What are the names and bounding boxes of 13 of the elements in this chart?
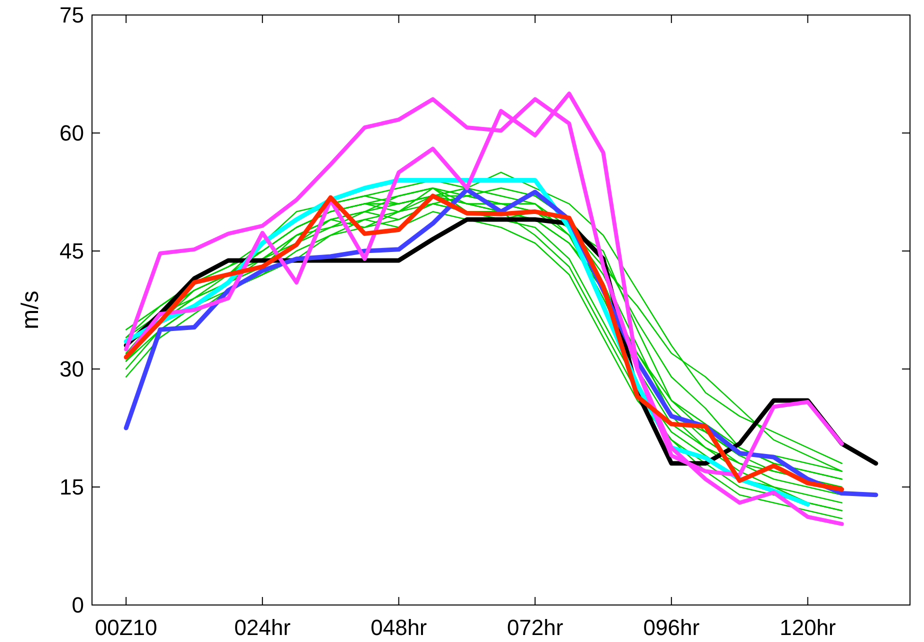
x-tick-label: 096hr xyxy=(643,615,700,640)
y-tick-label: 15 xyxy=(60,474,84,500)
x-tick-label: 072hr xyxy=(506,615,564,640)
y-axis-title: m/s xyxy=(17,290,44,330)
y-tick-label: 30 xyxy=(60,356,84,382)
x-tick-label: 024hr xyxy=(234,615,291,640)
y-tick-label: 45 xyxy=(60,238,84,264)
x-tick-label: 00Z10 xyxy=(94,615,158,640)
x-tick-label: 120hr xyxy=(780,615,836,640)
y-tick-label: 0 xyxy=(72,592,84,618)
y-tick-label: 75 xyxy=(60,2,84,28)
y-tick-label: 60 xyxy=(60,120,84,146)
x-tick-label: 048hr xyxy=(370,615,427,640)
